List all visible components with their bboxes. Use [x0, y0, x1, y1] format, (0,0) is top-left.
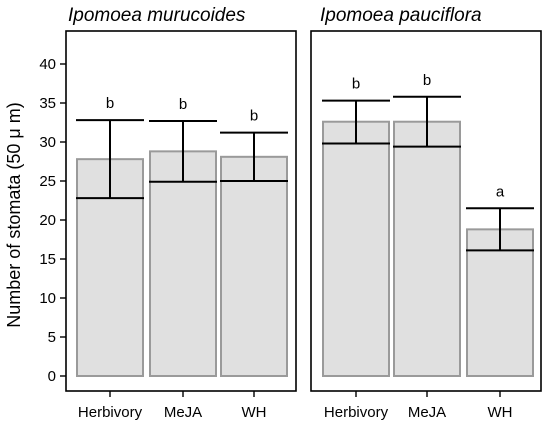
panel-ipomoea-murucoides: Ipomoea murucoides b Herbivory b MeJA b WH	[65, 5, 297, 421]
y-tick-label: 5	[48, 329, 56, 346]
significance-label: a	[496, 183, 505, 200]
x-tick-label: Herbivory	[78, 404, 143, 421]
significance-label: b	[352, 76, 360, 93]
significance-label: b	[106, 95, 114, 112]
y-tick-label: 35	[39, 95, 56, 112]
bar-meja	[149, 150, 217, 377]
y-tick-label: 0	[48, 368, 56, 385]
panel-frame	[65, 30, 297, 392]
y-axis: 0 5 10 15 20 25 30 35 40	[39, 56, 66, 385]
y-tick-label: 40	[39, 56, 56, 73]
x-tick-label: WH	[488, 404, 513, 421]
significance-label: b	[179, 96, 187, 113]
y-tick-label: 25	[39, 173, 56, 190]
bar-wh	[466, 228, 534, 377]
panel-title: Ipomoea murucoides	[68, 5, 246, 26]
y-axis-title: Number of stomata (50 μ m)	[4, 102, 24, 327]
y-tick-label: 20	[39, 212, 56, 229]
bar-wh	[220, 155, 288, 377]
bar-herbivory	[322, 120, 390, 377]
significance-label: b	[250, 108, 258, 125]
y-tick-label: 30	[39, 134, 56, 151]
x-tick-label: Herbivory	[324, 404, 389, 421]
bar-meja	[393, 120, 461, 377]
panel-frame	[310, 30, 542, 392]
y-tick-label: 10	[39, 290, 56, 307]
x-tick-label: MeJA	[408, 404, 446, 421]
y-tick-label: 15	[39, 251, 56, 268]
x-tick-label: MeJA	[164, 404, 202, 421]
panel-title: Ipomoea pauciflora	[320, 5, 482, 26]
x-tick-label: WH	[242, 404, 267, 421]
panel-ipomoea-pauciflora: Ipomoea pauciflora b Herbivory b MeJA a WH	[310, 5, 542, 421]
significance-label: b	[423, 72, 431, 89]
